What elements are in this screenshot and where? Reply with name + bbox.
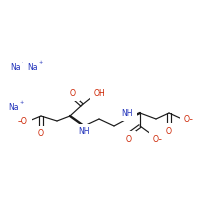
Text: OH: OH <box>94 88 106 98</box>
Text: NH: NH <box>78 128 90 136</box>
Text: Na: Na <box>10 62 21 72</box>
Text: O–: O– <box>153 134 163 144</box>
Text: O: O <box>126 134 132 144</box>
Text: Na: Na <box>27 62 38 72</box>
Text: –O: –O <box>18 116 28 126</box>
Text: O: O <box>166 127 172 136</box>
Text: Na: Na <box>8 104 19 112</box>
Text: +: + <box>38 60 42 64</box>
Text: NH: NH <box>121 108 133 117</box>
Text: O: O <box>38 130 44 138</box>
Text: +: + <box>19 100 23 106</box>
Text: O: O <box>70 88 76 98</box>
Text: +: + <box>21 60 25 64</box>
Text: O–: O– <box>184 114 194 123</box>
